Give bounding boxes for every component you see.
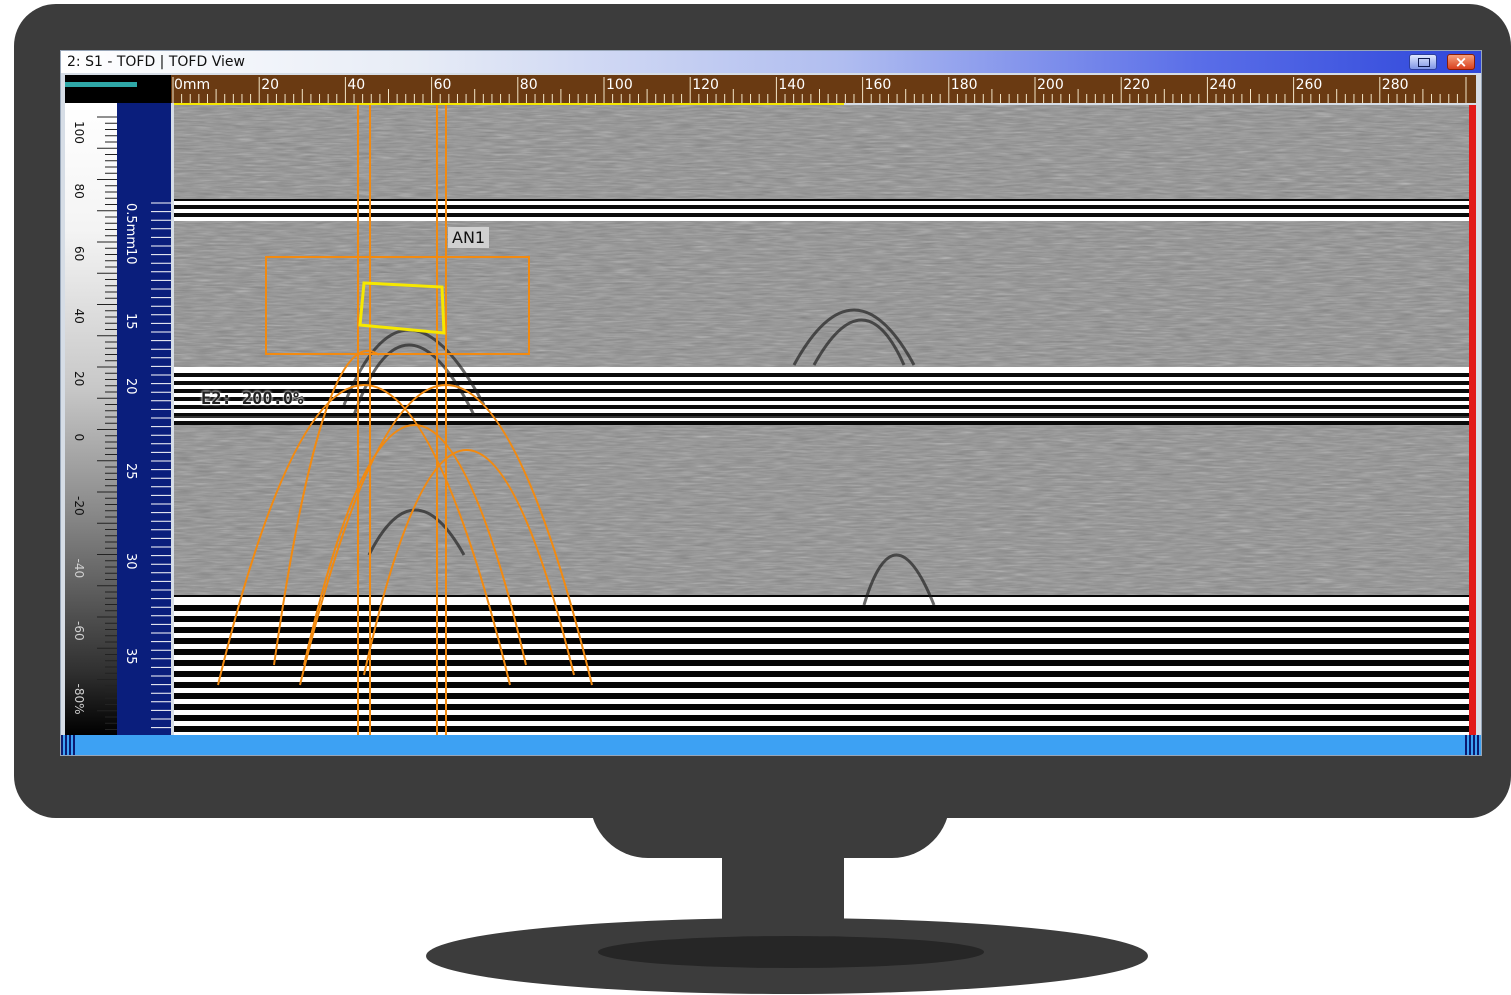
- ruler-tick-label: 60: [434, 77, 452, 93]
- indication-selection-box[interactable]: [358, 281, 446, 335]
- depth-scale-label: 35: [123, 648, 138, 665]
- ruler-tick-label: 220: [1123, 77, 1150, 93]
- amplitude-scale-label: -80%: [72, 684, 86, 715]
- ruler-tick-label: 140: [778, 77, 805, 93]
- depth-scale-label: 25: [123, 463, 138, 480]
- amplitude-scale-label: 20: [72, 371, 86, 386]
- depth-axis-scale[interactable]: 0.5mm 10 15 20 25 30 35: [117, 103, 171, 735]
- gain-label: E2: 200.0%: [201, 389, 304, 409]
- scale-corner: [65, 75, 171, 103]
- ruler-ticks: 0mm 20 40 60 80 100 120 140 160 180 200 220 240 260 2…: [172, 77, 1467, 103]
- corner-indicator: [65, 82, 137, 87]
- window-title: 2: S1 - TOFD | TOFD View: [67, 54, 245, 70]
- depth-scale-label: 0.5mm: [123, 203, 138, 249]
- tofd-cursor-overlay[interactable]: [217, 105, 593, 735]
- tofd-scan-image[interactable]: [174, 105, 1469, 735]
- ruler-tick-label: 180: [951, 77, 978, 93]
- ruler-tick-label: 100: [606, 77, 633, 93]
- tofd-view-window: 2: S1 - TOFD | TOFD View × 0mm 20 40 60 80 1…: [60, 50, 1482, 756]
- amplitude-scale-label: -60: [72, 621, 86, 641]
- depth-scale-label: 20: [123, 378, 138, 395]
- restore-icon: [1418, 58, 1430, 67]
- ruler-tick-label: 40: [347, 77, 365, 93]
- close-icon: ×: [1454, 53, 1468, 71]
- amplitude-scale-label: 100: [72, 121, 86, 144]
- amplitude-scale-label: -20: [72, 496, 86, 516]
- scan-range-indicator: [174, 103, 844, 106]
- ruler-tick-label: 160: [865, 77, 892, 93]
- amplitude-scale-label: 40: [72, 309, 86, 324]
- ruler-tick-label: 260: [1296, 77, 1323, 93]
- window-titlebar[interactable]: 2: S1 - TOFD | TOFD View ×: [61, 51, 1481, 73]
- ruler-unit-label: 0mm: [174, 77, 210, 93]
- amplitude-color-scale: 100 80 60 40 20 0 -20 -40 -60 -80%: [65, 103, 117, 735]
- depth-scale-label: 30: [123, 553, 138, 570]
- ruler-tick-label: 120: [692, 77, 719, 93]
- indication-label[interactable]: AN1: [448, 227, 490, 248]
- amplitude-scale-label: -40: [72, 559, 86, 579]
- depth-scale-label: 10: [123, 248, 138, 265]
- lateral-wave-band: [174, 199, 1469, 221]
- ruler-tick-label: 80: [520, 77, 538, 93]
- amplitude-scale-label: 80: [72, 184, 86, 199]
- scan-end-cursor[interactable]: [1469, 105, 1476, 735]
- ruler-tick-label: 280: [1382, 77, 1409, 93]
- close-button[interactable]: ×: [1447, 53, 1475, 71]
- status-grip-left[interactable]: [61, 735, 77, 755]
- ruler-tick-label: 200: [1037, 77, 1064, 93]
- status-grip-right[interactable]: [1465, 735, 1481, 755]
- restore-button[interactable]: [1409, 54, 1437, 70]
- monitor-stand-base-shadow: [598, 936, 984, 968]
- status-bar: [61, 735, 1481, 755]
- back-wall-band-upper: [174, 367, 1469, 425]
- back-wall-band-lower: [174, 595, 1469, 735]
- amplitude-scale-label: 60: [72, 246, 86, 261]
- amplitude-scale-label: 0: [72, 434, 86, 442]
- ruler-tick-label: 20: [261, 77, 279, 93]
- scan-axis-ruler[interactable]: 0mm 20 40 60 80 100 120 140 160 180 200 220 240 260 2…: [171, 75, 1476, 103]
- ruler-tick-label: 240: [1209, 77, 1236, 93]
- depth-scale-label: 15: [123, 313, 138, 330]
